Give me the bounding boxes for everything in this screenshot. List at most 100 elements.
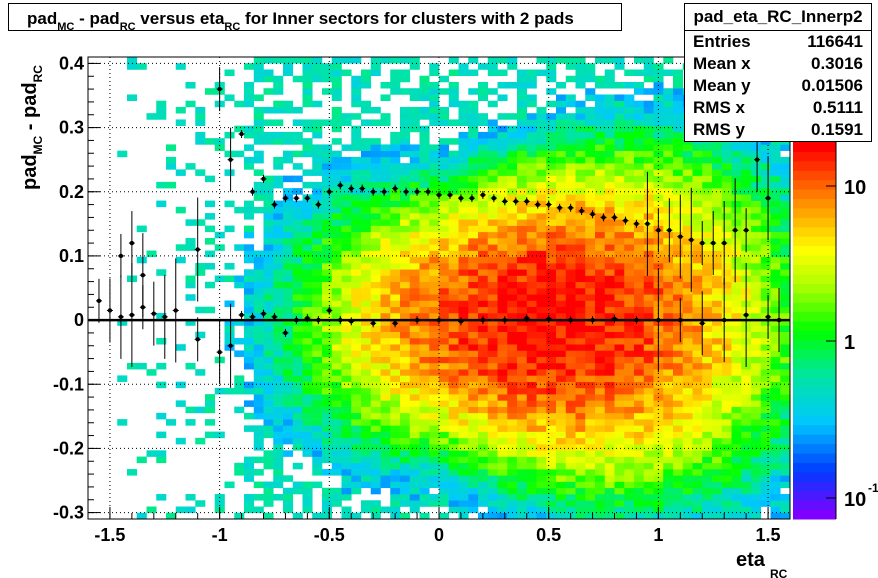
heatmap-cell [429, 444, 440, 451]
heatmap-cell [468, 163, 479, 170]
heatmap-cell [263, 238, 274, 245]
heatmap-cell [468, 219, 479, 226]
heatmap-cell [283, 350, 294, 357]
heatmap-cell [595, 456, 606, 464]
heatmap-cell [331, 138, 342, 145]
heatmap-cell [770, 194, 781, 201]
heatmap-cell [331, 156, 342, 164]
heatmap-cell [224, 225, 235, 233]
heatmap-cell [400, 387, 411, 395]
heatmap-cell [487, 456, 498, 464]
heatmap-cell [487, 138, 498, 145]
heatmap-cell [341, 194, 352, 201]
heatmap-cell [643, 238, 654, 245]
heatmap-cell [526, 113, 537, 120]
heatmap-cell [712, 281, 723, 289]
heatmap-cell [604, 75, 615, 83]
heatmap-cell [702, 381, 713, 389]
heatmap-cell [585, 194, 596, 201]
heatmap-cell [751, 375, 762, 382]
y-tick-label: 0.3 [59, 118, 84, 138]
heatmap-cell [331, 219, 342, 226]
heatmap-cell [468, 57, 479, 64]
heatmap-cell [487, 144, 498, 151]
heatmap-cell [497, 362, 508, 370]
heatmap-cell [507, 175, 518, 183]
heatmap-cell [273, 300, 284, 308]
heatmap-cell [302, 331, 313, 339]
mean-profile-point [349, 319, 354, 324]
heatmap-cell [507, 444, 518, 451]
heatmap-cell [302, 88, 313, 95]
heatmap-cell [731, 288, 742, 295]
palette-bin [793, 255, 836, 266]
heatmap-cell [419, 250, 430, 258]
heatmap-cell [507, 500, 518, 507]
heatmap-cell [390, 163, 401, 170]
heatmap-cell [507, 469, 518, 476]
stats-value: 0.1591 [811, 120, 863, 139]
heatmap-cell [292, 444, 303, 451]
heatmap-cell [673, 88, 684, 95]
heatmap-cell [653, 163, 664, 170]
heatmap-cell [556, 362, 567, 370]
heatmap-cell [312, 344, 323, 351]
heatmap-cell [448, 331, 459, 339]
heatmap-cell [341, 456, 352, 464]
heatmap-cell [780, 369, 791, 376]
heatmap-cell [634, 106, 645, 114]
heatmap-cell [331, 344, 342, 351]
heatmap-cell [712, 437, 723, 445]
heatmap-cell [419, 325, 430, 332]
heatmap-cell [653, 469, 664, 476]
heatmap-cell [390, 244, 401, 251]
heatmap-cell [253, 375, 264, 382]
heatmap-cell [751, 444, 762, 451]
heatmap-cell [575, 456, 586, 464]
heatmap-cell [614, 412, 625, 420]
heatmap-cell [400, 444, 411, 451]
heatmap-cell [673, 231, 684, 239]
heatmap-cell [273, 81, 284, 89]
heatmap-cell [634, 344, 645, 351]
heatmap-cell [497, 219, 508, 226]
heatmap-cell [390, 256, 401, 264]
heatmap-cell [507, 425, 518, 432]
heatmap-cell [448, 431, 459, 439]
heatmap-cell [253, 69, 264, 77]
heatmap-cell [760, 194, 771, 201]
heatmap-cell [273, 231, 284, 239]
heatmap-cell [614, 344, 625, 351]
heatmap-cell [614, 362, 625, 370]
heatmap-cell [361, 344, 372, 351]
heatmap-cell [370, 462, 381, 470]
heatmap-cell [624, 312, 635, 320]
heatmap-cell [546, 150, 557, 158]
heatmap-cell [370, 263, 381, 270]
heatmap-cell [780, 406, 791, 414]
heatmap-cell [244, 231, 255, 239]
heatmap-cell [721, 206, 732, 214]
heatmap-cell [283, 69, 294, 77]
heatmap-cell [731, 294, 742, 301]
heatmap-cell [634, 219, 645, 226]
heatmap-cell [585, 119, 596, 126]
heatmap-cell [653, 400, 664, 407]
heatmap-cell [721, 400, 732, 407]
heatmap-cell [273, 406, 284, 414]
heatmap-cell [302, 450, 313, 457]
heatmap-cell [468, 288, 479, 295]
heatmap-cell [370, 500, 381, 507]
heatmap-cell [780, 256, 791, 264]
heatmap-cell [643, 469, 654, 476]
heatmap-cell [575, 444, 586, 451]
heatmap-cell [380, 462, 391, 470]
heatmap-cell [380, 194, 391, 201]
heatmap-cell [234, 206, 245, 214]
heatmap-cell [351, 288, 362, 295]
heatmap-cell [302, 487, 313, 495]
heatmap-cell [380, 369, 391, 376]
heatmap-cell [526, 462, 537, 470]
heatmap-cell [556, 219, 567, 226]
heatmap-cell [614, 181, 625, 189]
